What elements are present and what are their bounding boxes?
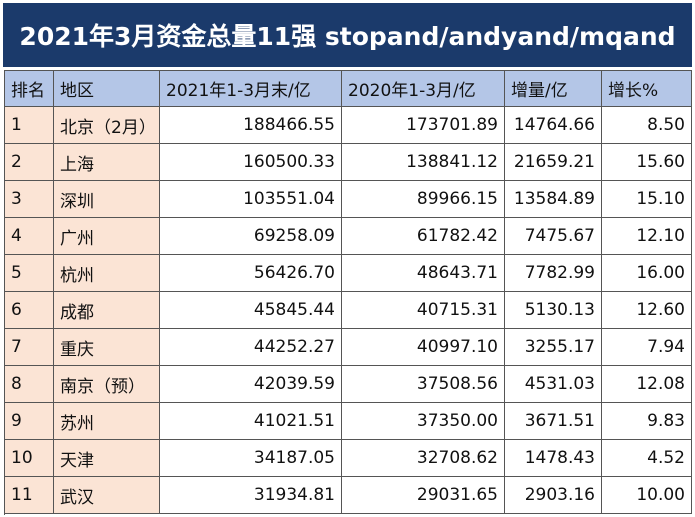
label-cell: 重庆 xyxy=(54,329,160,366)
label-cell: 2 xyxy=(5,144,54,181)
value-cell: 8.50 xyxy=(602,107,692,144)
value-cell: 13584.89 xyxy=(505,181,602,218)
label-cell: 南京（预） xyxy=(54,366,160,403)
header-cell: 2020年1-3月/亿 xyxy=(342,71,505,107)
value-cell: 12.60 xyxy=(602,292,692,329)
value-cell: 29031.65 xyxy=(342,477,505,514)
value-cell: 7782.99 xyxy=(505,255,602,292)
value-cell: 1478.43 xyxy=(505,440,602,477)
value-cell: 10.00 xyxy=(602,477,692,514)
value-cell: 48643.71 xyxy=(342,255,505,292)
value-cell: 32708.62 xyxy=(342,440,505,477)
value-cell: 4531.03 xyxy=(505,366,602,403)
value-cell: 56426.70 xyxy=(160,255,342,292)
label-cell: 9 xyxy=(5,403,54,440)
value-cell: 34187.05 xyxy=(160,440,342,477)
value-cell: 160500.33 xyxy=(160,144,342,181)
value-cell: 61782.42 xyxy=(342,218,505,255)
value-cell: 3671.51 xyxy=(505,403,602,440)
label-cell: 成都 xyxy=(54,292,160,329)
label-cell: 上海 xyxy=(54,144,160,181)
value-cell: 12.10 xyxy=(602,218,692,255)
value-cell: 188466.55 xyxy=(160,107,342,144)
value-cell: 2903.16 xyxy=(505,477,602,514)
value-cell: 41021.51 xyxy=(160,403,342,440)
label-cell: 10 xyxy=(5,440,54,477)
value-cell: 16.00 xyxy=(602,255,692,292)
label-cell: 广州 xyxy=(54,218,160,255)
value-cell: 9.83 xyxy=(602,403,692,440)
value-cell: 69258.09 xyxy=(160,218,342,255)
label-cell: 5 xyxy=(5,255,54,292)
label-cell: 1 xyxy=(5,107,54,144)
value-cell: 138841.12 xyxy=(342,144,505,181)
value-cell: 37508.56 xyxy=(342,366,505,403)
label-cell: 杭州 xyxy=(54,255,160,292)
value-cell: 7475.67 xyxy=(505,218,602,255)
value-cell: 40715.31 xyxy=(342,292,505,329)
value-cell: 40997.10 xyxy=(342,329,505,366)
label-cell: 北京（2月） xyxy=(54,107,160,144)
label-cell: 武汉 xyxy=(54,477,160,514)
value-cell: 4.52 xyxy=(602,440,692,477)
value-cell: 12.08 xyxy=(602,366,692,403)
label-cell: 天津 xyxy=(54,440,160,477)
value-cell: 14764.66 xyxy=(505,107,602,144)
table: 排名 地区 2021年1-3月末/亿 2020年1-3月/亿 增量/亿 增长% 1 北京（2月… xyxy=(4,70,692,515)
value-cell: 7.94 xyxy=(602,329,692,366)
label-cell: 8 xyxy=(5,366,54,403)
label-cell: 3 xyxy=(5,181,54,218)
label-cell: 深圳 xyxy=(54,181,160,218)
label-cell: 7 xyxy=(5,329,54,366)
label-cell: 苏州 xyxy=(54,403,160,440)
label-cell: 11 xyxy=(5,477,54,514)
title: 2021年3月资金总量11强 stopand/andyand/mqand xyxy=(3,3,692,67)
value-cell: 5130.13 xyxy=(505,292,602,329)
value-cell: 15.60 xyxy=(602,144,692,181)
value-cell: 15.10 xyxy=(602,181,692,218)
value-cell: 31934.81 xyxy=(160,477,342,514)
value-cell: 3255.17 xyxy=(505,329,602,366)
value-cell: 37350.00 xyxy=(342,403,505,440)
value-cell: 21659.21 xyxy=(505,144,602,181)
label-cell: 6 xyxy=(5,292,54,329)
header-cell: 增长% xyxy=(602,71,692,107)
value-cell: 173701.89 xyxy=(342,107,505,144)
value-cell: 42039.59 xyxy=(160,366,342,403)
header-cell: 2021年1-3月末/亿 xyxy=(160,71,342,107)
value-cell: 44252.27 xyxy=(160,329,342,366)
header-cell: 排名 xyxy=(5,71,54,107)
header-cell: 地区 xyxy=(54,71,160,107)
label-cell: 4 xyxy=(5,218,54,255)
value-cell: 103551.04 xyxy=(160,181,342,218)
value-cell: 89966.15 xyxy=(342,181,505,218)
value-cell: 45845.44 xyxy=(160,292,342,329)
header-cell: 增量/亿 xyxy=(505,71,602,107)
